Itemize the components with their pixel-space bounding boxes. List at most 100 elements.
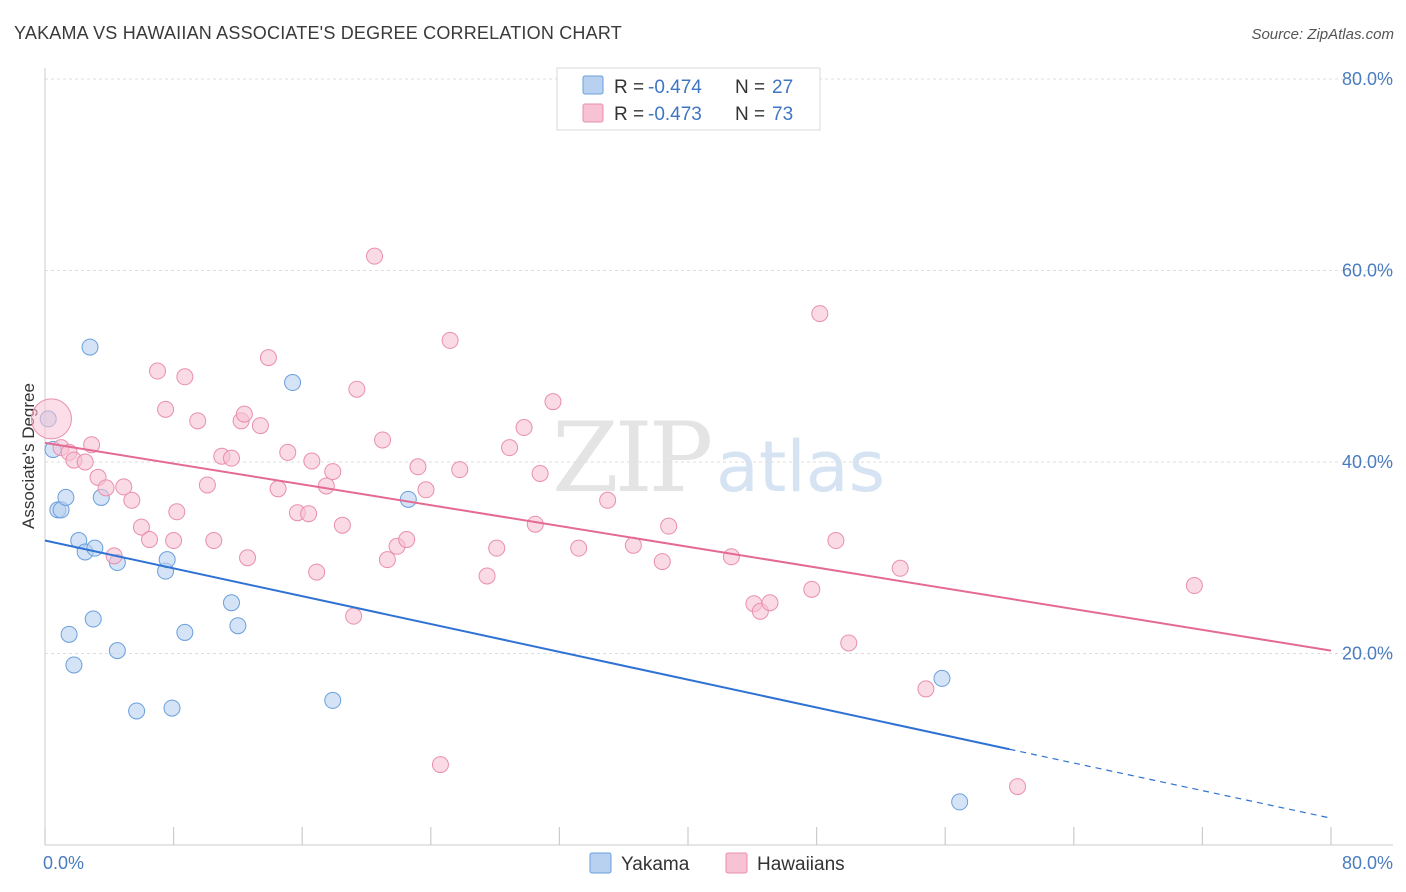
hawaiians-point-33 — [308, 563, 326, 581]
axes — [44, 68, 1393, 846]
bottom-legend-label-hawaiians: Hawaiians — [757, 854, 845, 875]
hawaiians-point-4 — [76, 453, 94, 471]
yakama-point-5 — [60, 625, 78, 643]
hawaiians-point-11 — [132, 518, 150, 536]
legend-r-value-yakama: -0.474 — [648, 77, 702, 98]
hawaiians-point-52 — [515, 419, 533, 437]
watermark-zip: ZIP — [552, 402, 711, 514]
legend-r-label-yakama: R = — [614, 77, 644, 98]
watermark-atlas: atlas — [716, 426, 885, 508]
watermark: ZIP atlas — [552, 402, 885, 514]
hawaiians-point-46 — [431, 756, 449, 774]
hawaiians-point-66 — [811, 305, 829, 323]
yakama-point-15 — [128, 702, 146, 720]
hawaiians-point-59 — [653, 553, 671, 571]
chart-source: Source: ZipAtlas.com — [1251, 26, 1394, 43]
hawaiians-trend-line — [44, 441, 1332, 652]
yakama-point-23 — [324, 691, 342, 709]
yakama-point-25 — [933, 669, 951, 687]
y-tick-labels: 20.0% 40.0% 60.0% 80.0% — [1342, 69, 1393, 664]
hawaiians-point-39 — [366, 247, 384, 265]
x-tick-labels: 0.0% 80.0% — [43, 853, 1393, 873]
scatter-points — [30, 247, 1203, 811]
hawaiians-point-44 — [409, 458, 427, 476]
chart-title: YAKAMA VS HAWAIIAN ASSOCIATE'S DEGREE CO… — [14, 23, 622, 43]
y-axis-label: Associate's Degree — [19, 383, 38, 529]
yakama-point-14 — [108, 642, 126, 660]
hawaiians-point-70 — [917, 680, 935, 698]
hawaiians-point-65 — [803, 580, 821, 598]
yakama-point-6 — [65, 656, 83, 674]
series-legend: Yakama Hawaiians — [589, 852, 845, 875]
hawaiians-point-19 — [198, 476, 216, 494]
y-tick-label-80: 80.0% — [1342, 69, 1393, 89]
hawaiians-point-69 — [891, 559, 909, 577]
hawaiians-point-7 — [97, 479, 115, 497]
hawaiians-point-45 — [417, 481, 435, 499]
legend-n-label-yakama: N = — [735, 77, 765, 98]
hawaiians-point-16 — [168, 503, 186, 521]
hawaiians-point-50 — [488, 539, 506, 557]
hawaiians-point-31 — [300, 505, 318, 523]
hawaiians-point-64 — [761, 594, 779, 612]
hawaiians-point-14 — [157, 400, 175, 418]
hawaiians-point-68 — [840, 634, 858, 652]
hawaiians-point-32 — [303, 452, 321, 470]
yakama-point-9 — [81, 338, 99, 356]
correlation-legend: R = -0.474 N = 27 R = -0.473 N = 73 — [556, 67, 821, 131]
hawaiians-point-43 — [398, 531, 416, 549]
hawaiians-point-34 — [317, 477, 335, 495]
hawaiians-point-12 — [140, 531, 158, 549]
legend-n-value-hawaiians: 73 — [772, 104, 793, 125]
hawaiians-point-48 — [451, 461, 469, 479]
yakama-point-19 — [176, 623, 194, 641]
y-tick-label-60: 60.0% — [1342, 261, 1393, 281]
hawaiians-point-71 — [1009, 778, 1027, 796]
yakama-point-26 — [951, 793, 969, 811]
hawaiians-point-24 — [235, 405, 253, 423]
hawaiians-point-61 — [722, 548, 740, 566]
hawaiians-point-27 — [259, 349, 277, 367]
legend-n-value-yakama: 27 — [772, 77, 793, 98]
hawaiians-point-28 — [269, 480, 287, 498]
yakama-point-4 — [57, 488, 75, 506]
y-tick-label-40: 40.0% — [1342, 452, 1393, 472]
hawaiians-point-17 — [176, 368, 194, 386]
hawaiians-point-9 — [115, 478, 133, 496]
yakama-point-21 — [229, 617, 247, 635]
legend-r-value-hawaiians: -0.473 — [648, 104, 702, 125]
legend-r-label-hawaiians: R = — [614, 104, 644, 125]
legend-swatch-yakama — [582, 75, 604, 95]
hawaiians-point-53 — [526, 515, 544, 533]
hawaiians-point-13 — [149, 362, 167, 380]
yakama-point-10 — [84, 610, 102, 628]
y-tick-label-20: 20.0% — [1342, 644, 1393, 664]
hawaiians-point-40 — [374, 431, 392, 449]
yakama-trend-extension — [1009, 748, 1332, 819]
hawaiians-point-29 — [279, 443, 297, 461]
yakama-trend-line — [44, 539, 1010, 751]
hawaiians-point-15 — [165, 532, 183, 550]
hawaiians-point-72 — [1185, 577, 1203, 595]
grid-lines — [45, 78, 1393, 654]
hawaiians-point-49 — [478, 567, 496, 585]
hawaiians-point-67 — [827, 532, 845, 550]
x-tick-label-min: 0.0% — [43, 853, 84, 873]
yakama-point-22 — [284, 374, 302, 392]
hawaiians-point-10 — [123, 491, 141, 509]
yakama-point-18 — [163, 699, 181, 717]
yakama-point-11 — [86, 539, 104, 557]
hawaiians-point-57 — [599, 491, 617, 509]
hawaiians-point-26 — [251, 417, 269, 435]
hawaiians-point-54 — [531, 464, 549, 482]
hawaiians-point-60 — [660, 517, 678, 535]
trend-lines — [44, 441, 1332, 819]
hawaiians-point-36 — [333, 516, 351, 534]
hawaiians-point-18 — [189, 412, 207, 430]
hawaiians-point-51 — [501, 439, 519, 457]
legend-swatch-hawaiians — [582, 103, 604, 123]
hawaiians-point-35 — [324, 463, 342, 481]
hawaiians-point-0 — [30, 398, 72, 440]
hawaiians-point-38 — [348, 380, 366, 398]
